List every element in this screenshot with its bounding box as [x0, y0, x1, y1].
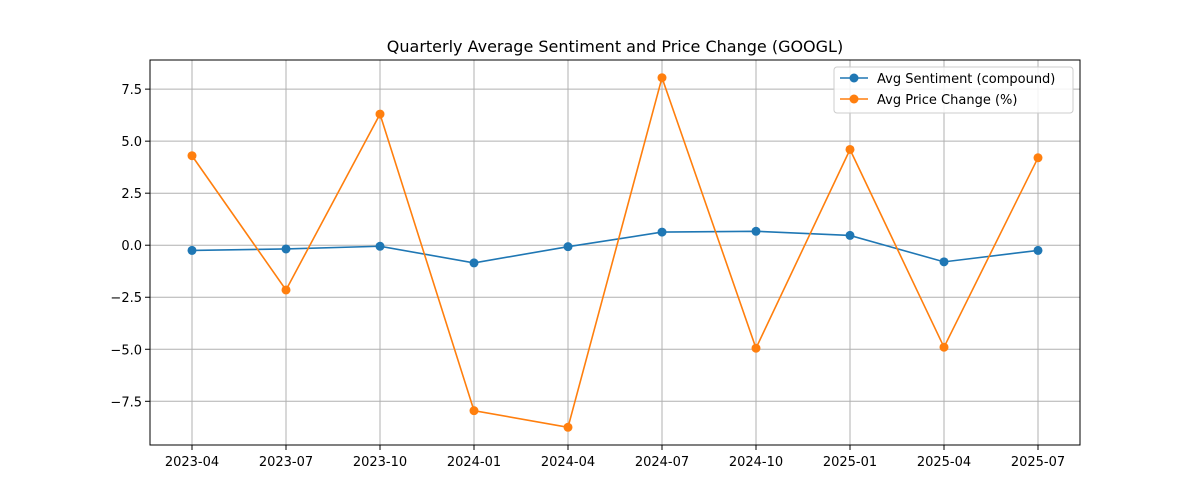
series-1-point: [375, 109, 385, 119]
series-1-point: [845, 144, 855, 154]
series-0-point: [939, 257, 949, 267]
plot-frame: [149, 59, 1081, 446]
x-axis: 2023-04 2023-07 2023-10 2024-01 2024-04 2024-…: [165, 445, 1065, 470]
series-line-1: [191, 74, 1039, 429]
y-tick-label: −7.5: [110, 395, 142, 410]
y-tick-label: 0.0: [121, 239, 142, 254]
chart-title: Quarterly Average Sentiment and Price Ch…: [387, 37, 843, 56]
x-tick-label: 2024-07: [635, 455, 689, 470]
series-1-point: [939, 342, 949, 352]
series-1-point: [563, 422, 573, 432]
series-1-point: [657, 73, 667, 83]
y-tick-label: 7.5: [121, 83, 142, 98]
y-tick-label: 5.0: [121, 135, 142, 150]
legend-box: [833, 66, 1074, 114]
x-tick-label: 2025-01: [823, 455, 877, 470]
legend-label: Avg Price Change (%): [877, 93, 1017, 108]
x-tick-label: 2024-04: [541, 455, 595, 470]
legend-label: Avg Sentiment (compound): [877, 72, 1055, 87]
x-tick-label: 2024-10: [729, 455, 783, 470]
y-tick-label: 2.5: [121, 187, 142, 202]
y-axis: −7.5 −5.0 −2.5 0.0 2.5 5.0 7.5: [110, 83, 150, 410]
legend-swatch-marker: [849, 73, 859, 83]
y-tick-label: −2.5: [110, 291, 142, 306]
x-tick-label: 2023-04: [165, 455, 219, 470]
series-0-point: [657, 227, 667, 237]
x-tick-label: 2025-07: [1011, 455, 1065, 470]
x-tick-label: 2023-10: [353, 455, 407, 470]
legend: Avg Sentiment (compound) Avg Price Change…: [833, 66, 1074, 114]
series-1-point: [1033, 153, 1043, 163]
x-tick-label: 2024-01: [447, 455, 501, 470]
x-tick-label: 2023-07: [259, 455, 313, 470]
series-1-point: [187, 151, 197, 161]
series-0-point: [469, 258, 479, 268]
series-0-point: [563, 242, 573, 252]
series-0-point: [187, 245, 197, 255]
series-1-point: [281, 285, 291, 295]
y-tick-label: −5.0: [110, 343, 142, 358]
series-0-point: [845, 230, 855, 240]
series-0-point: [1033, 245, 1043, 255]
series-0-point: [281, 244, 291, 254]
x-tick-label: 2025-04: [917, 455, 971, 470]
series-layer: [187, 73, 1043, 432]
series-0-point: [375, 241, 385, 251]
series-1-point: [751, 343, 761, 353]
series-1-point: [469, 406, 479, 416]
legend-swatch-marker: [849, 94, 859, 104]
series-0-point: [751, 226, 761, 236]
